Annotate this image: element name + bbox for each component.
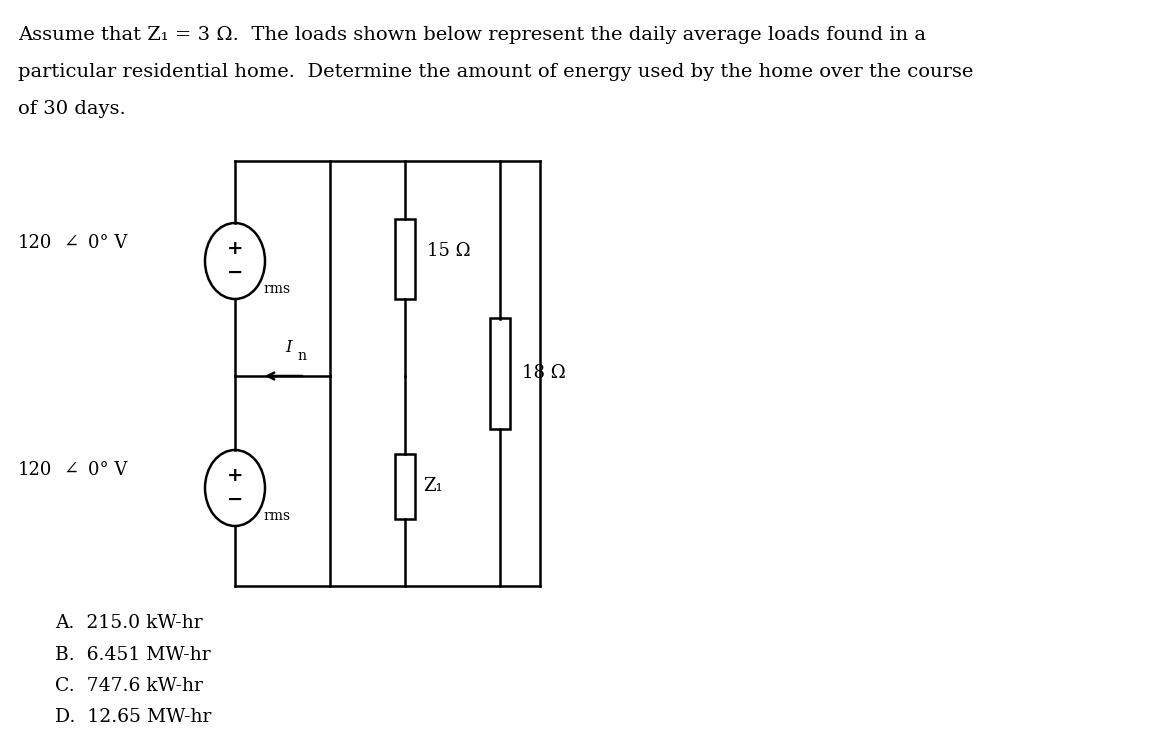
Text: Assume that Z₁ = 3 Ω.  The loads shown below represent the daily average loads f: Assume that Z₁ = 3 Ω. The loads shown be…	[18, 26, 926, 44]
Text: −: −	[227, 264, 243, 282]
Text: particular residential home.  Determine the amount of energy used by the home ov: particular residential home. Determine t…	[18, 63, 973, 81]
Text: 15 Ω: 15 Ω	[427, 241, 470, 260]
Text: rms: rms	[264, 509, 290, 523]
Text: 18 Ω: 18 Ω	[523, 364, 565, 383]
Bar	[490, 319, 510, 428]
Text: +: +	[227, 240, 243, 258]
Text: n: n	[297, 349, 306, 363]
Bar	[395, 453, 415, 518]
Text: ∠: ∠	[64, 234, 79, 252]
Text: C.  747.6 kW-hr: C. 747.6 kW-hr	[55, 677, 202, 695]
Text: 120: 120	[18, 461, 52, 479]
Text: D.  12.65 MW-hr: D. 12.65 MW-hr	[55, 709, 212, 726]
Text: ∠: ∠	[64, 461, 79, 479]
Text: A.  215.0 kW-hr: A. 215.0 kW-hr	[55, 614, 202, 632]
Text: I: I	[286, 339, 291, 356]
Text: +: +	[227, 467, 243, 485]
Text: 0° V: 0° V	[88, 234, 127, 252]
Bar	[395, 219, 415, 299]
Text: of 30 days.: of 30 days.	[18, 100, 126, 118]
Text: B.  6.451 MW-hr: B. 6.451 MW-hr	[55, 645, 210, 663]
Text: −: −	[227, 491, 243, 509]
Text: 0° V: 0° V	[88, 461, 127, 479]
Text: Z₁: Z₁	[423, 477, 443, 495]
Text: 120: 120	[18, 234, 52, 252]
Text: rms: rms	[264, 282, 290, 296]
